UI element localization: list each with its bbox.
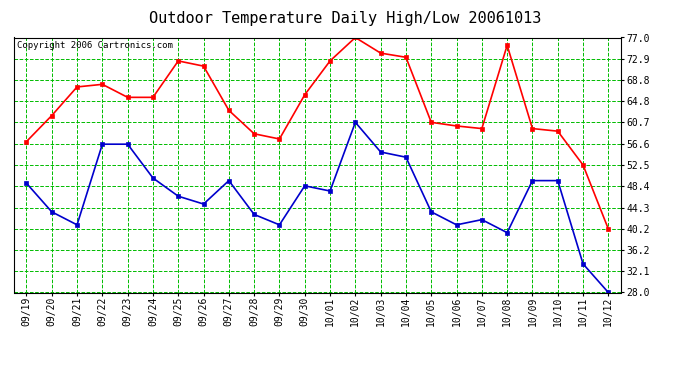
Text: Copyright 2006 Cartronics.com: Copyright 2006 Cartronics.com	[17, 41, 172, 50]
Text: Outdoor Temperature Daily High/Low 20061013: Outdoor Temperature Daily High/Low 20061…	[149, 11, 541, 26]
